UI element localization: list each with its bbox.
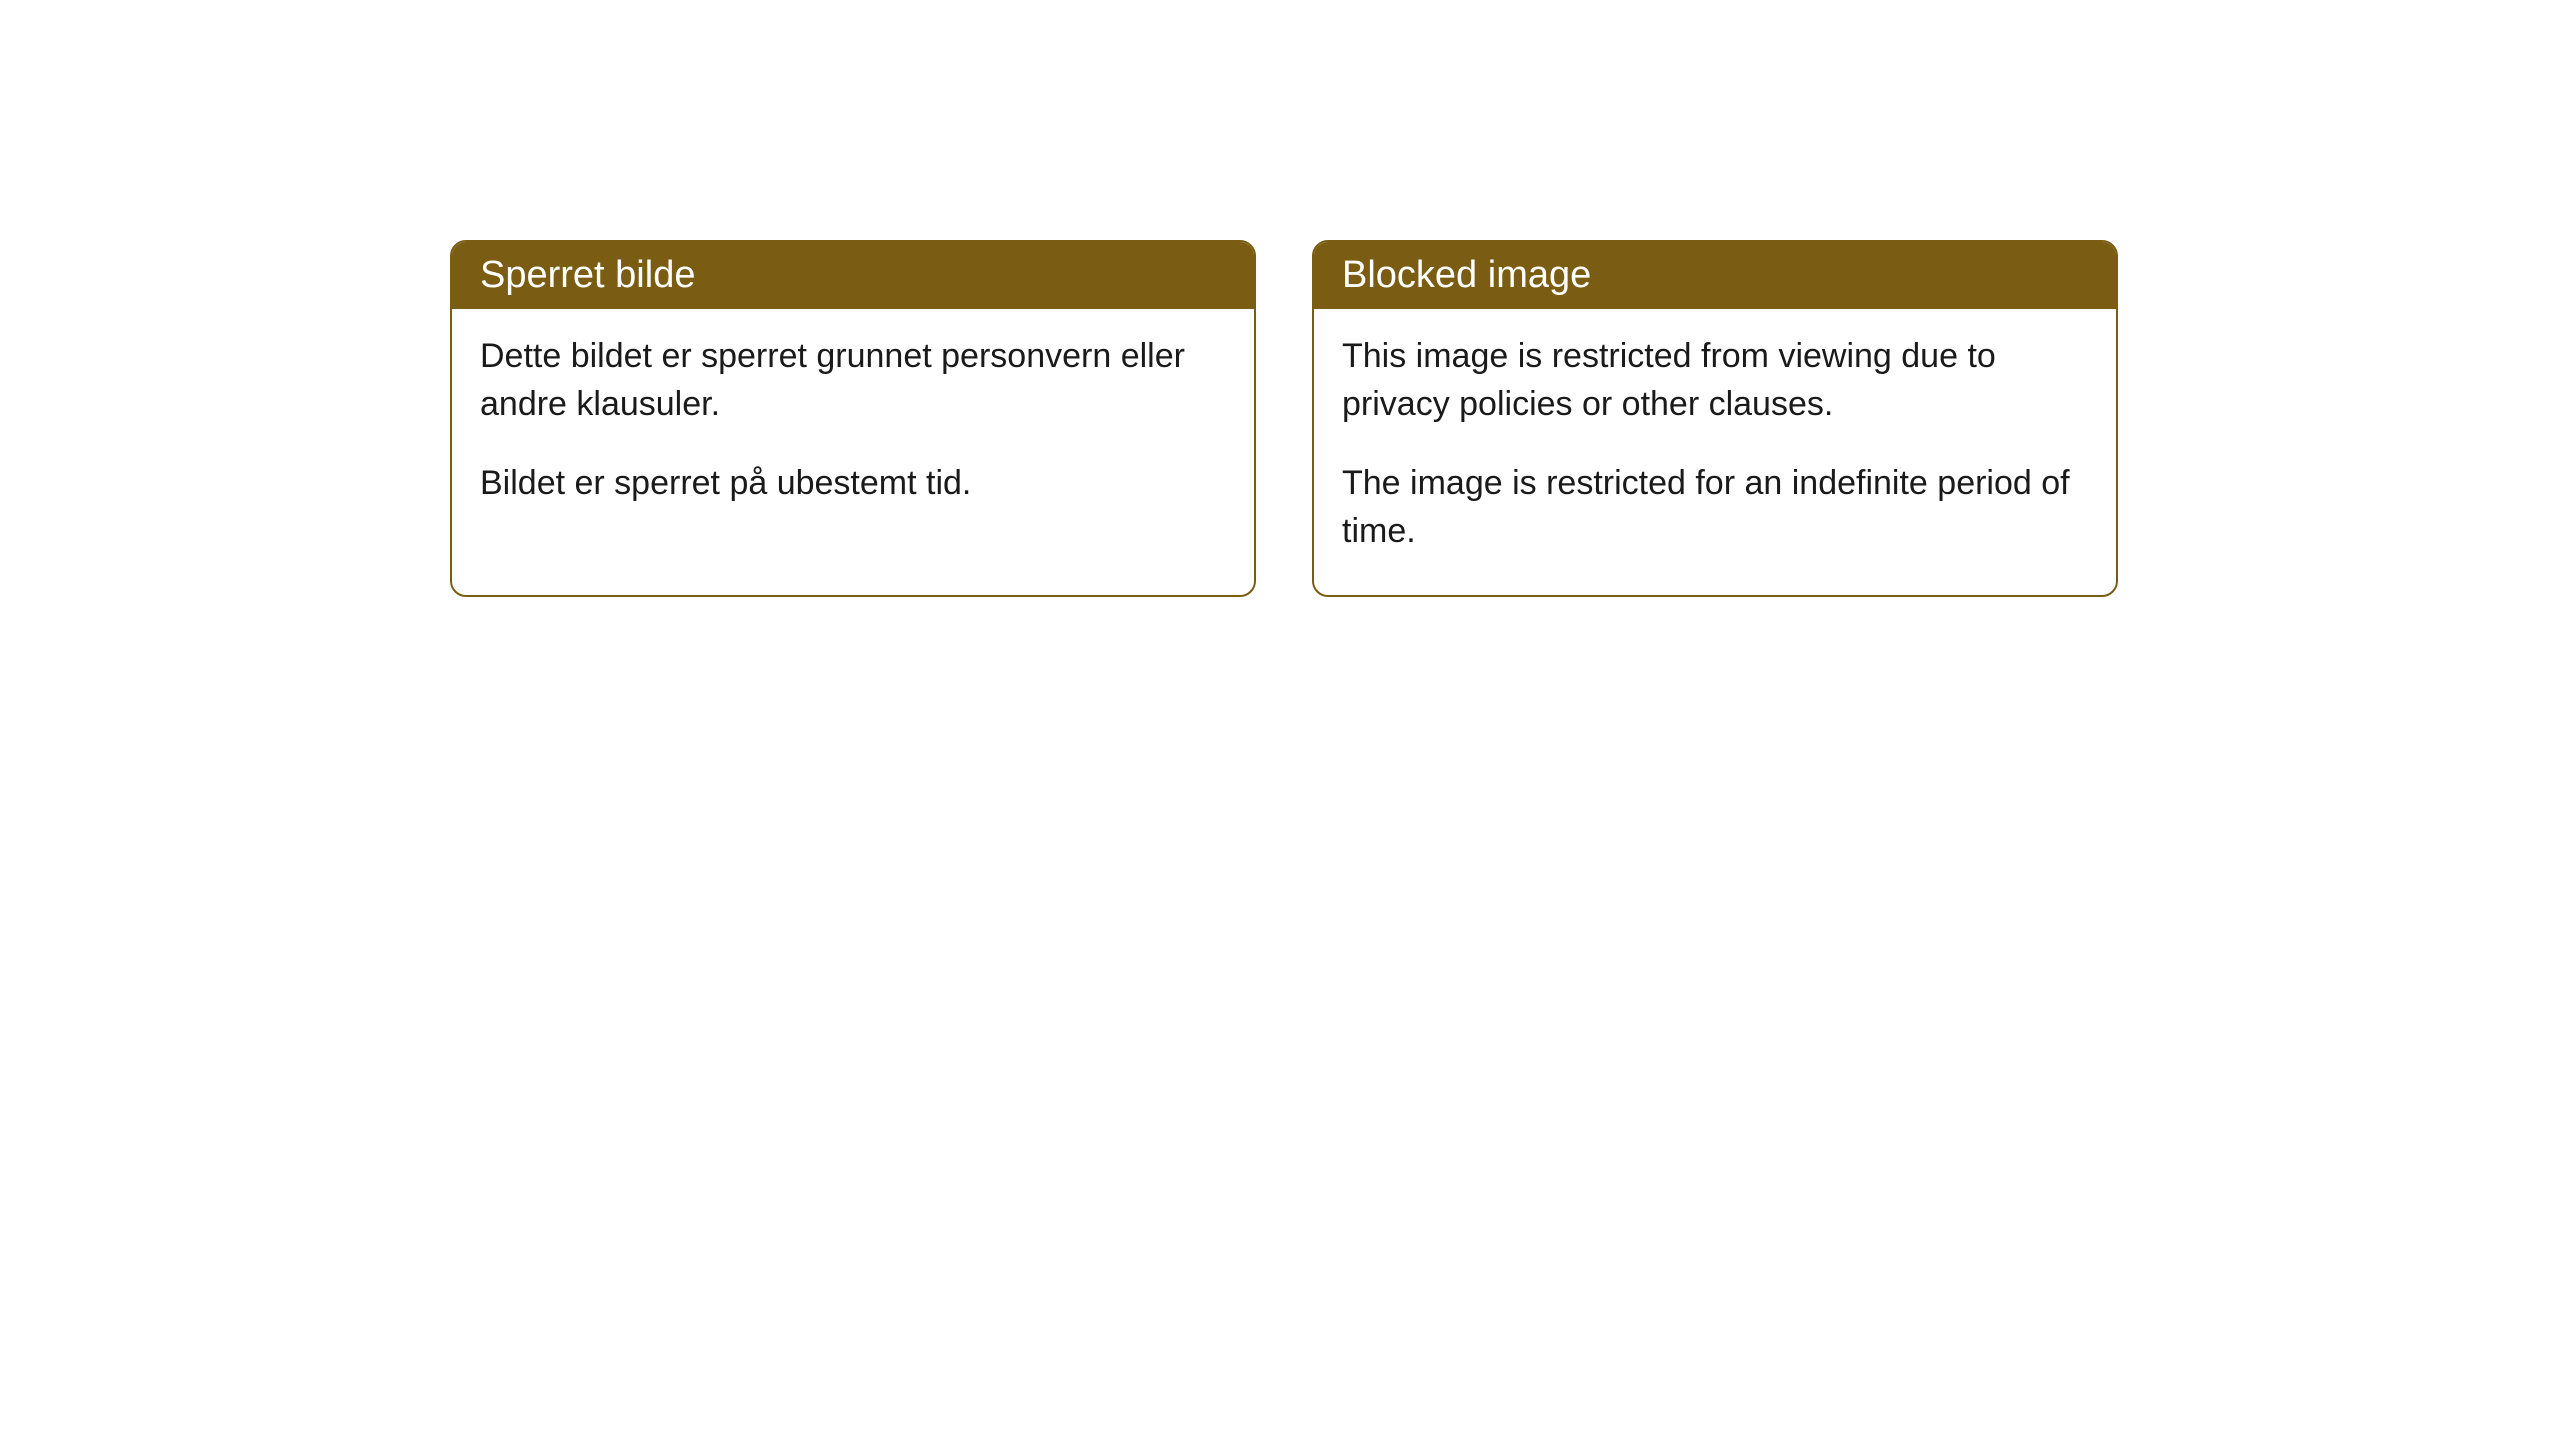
card-paragraph-2: The image is restricted for an indefinit… [1342, 460, 2088, 555]
card-body-norwegian: Dette bildet er sperret grunnet personve… [452, 309, 1254, 548]
card-paragraph-2: Bildet er sperret på ubestemt tid. [480, 460, 1226, 508]
card-header-norwegian: Sperret bilde [452, 242, 1254, 309]
card-title: Blocked image [1342, 254, 1591, 296]
card-header-english: Blocked image [1314, 242, 2116, 309]
card-title: Sperret bilde [480, 254, 695, 296]
card-paragraph-1: This image is restricted from viewing du… [1342, 333, 2088, 428]
card-body-english: This image is restricted from viewing du… [1314, 309, 2116, 595]
blocked-image-card-norwegian: Sperret bilde Dette bildet er sperret gr… [450, 240, 1256, 597]
blocked-image-card-english: Blocked image This image is restricted f… [1312, 240, 2118, 597]
cards-container: Sperret bilde Dette bildet er sperret gr… [0, 0, 2560, 597]
card-paragraph-1: Dette bildet er sperret grunnet personve… [480, 333, 1226, 428]
